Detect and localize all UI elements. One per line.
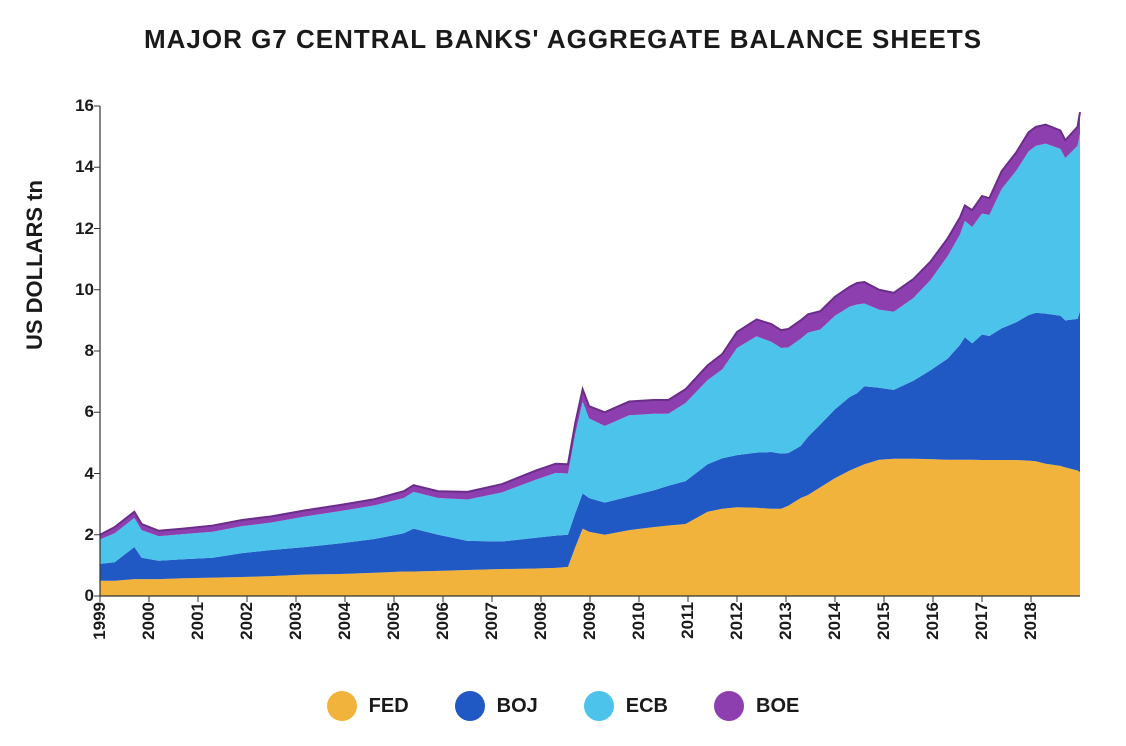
- legend: FED BOJ ECB BOE: [0, 686, 1126, 726]
- x-tick-label: 2002: [237, 602, 257, 640]
- x-tick-label: 2008: [531, 602, 551, 640]
- x-tick-label: 2017: [972, 602, 992, 640]
- y-tick-label: 10: [60, 280, 94, 300]
- plot-area: [100, 106, 1080, 596]
- y-tick-label: 6: [60, 402, 94, 422]
- legend-swatch-fed: [327, 691, 357, 721]
- y-tick-label: 8: [60, 341, 94, 361]
- legend-item-fed: FED: [327, 691, 409, 721]
- x-tick-label: 2012: [727, 602, 747, 640]
- legend-item-boj: BOJ: [455, 691, 538, 721]
- x-tick-label: 2004: [335, 602, 355, 640]
- x-tick-label: 2011: [678, 602, 698, 639]
- chart-title: MAJOR G7 CENTRAL BANKS' AGGREGATE BALANC…: [0, 24, 1126, 55]
- y-tick-label: 0: [60, 586, 94, 606]
- legend-swatch-boe: [714, 691, 744, 721]
- y-tick-label: 4: [60, 464, 94, 484]
- x-tick-label: 2009: [580, 602, 600, 640]
- y-axis-label: US DOLLARS tn: [22, 180, 48, 350]
- y-tick-label: 2: [60, 525, 94, 545]
- y-tick-label: 14: [60, 157, 94, 177]
- legend-item-ecb: ECB: [584, 691, 668, 721]
- x-tick-label: 2001: [188, 602, 208, 640]
- chart-page: { "chart": { "type": "area-stacked", "ti…: [0, 0, 1126, 746]
- x-tick-label: 2005: [384, 602, 404, 640]
- x-tick-label: 2007: [482, 602, 502, 640]
- legend-label: ECB: [626, 695, 668, 718]
- x-tick-label: 2013: [776, 602, 796, 640]
- legend-label: FED: [369, 695, 409, 718]
- x-tick-label: 2003: [286, 602, 306, 640]
- x-tick-label: 2010: [629, 602, 649, 640]
- x-tick-label: 1999: [90, 602, 110, 640]
- legend-label: BOJ: [497, 695, 538, 718]
- y-tick-label: 12: [60, 219, 94, 239]
- legend-swatch-ecb: [584, 691, 614, 721]
- x-tick-label: 2006: [433, 602, 453, 640]
- legend-swatch-boj: [455, 691, 485, 721]
- legend-label: BOE: [756, 695, 799, 718]
- stacked-area-svg: [100, 106, 1080, 596]
- x-axis-ticks: 1999200020012002200320042005200620072008…: [100, 602, 1080, 682]
- x-tick-label: 2015: [874, 602, 894, 640]
- x-tick-label: 2018: [1021, 602, 1041, 640]
- x-tick-label: 2000: [139, 602, 159, 640]
- legend-item-boe: BOE: [714, 691, 799, 721]
- x-tick-label: 2016: [923, 602, 943, 640]
- x-tick-label: 2014: [825, 602, 845, 640]
- y-tick-label: 16: [60, 96, 94, 116]
